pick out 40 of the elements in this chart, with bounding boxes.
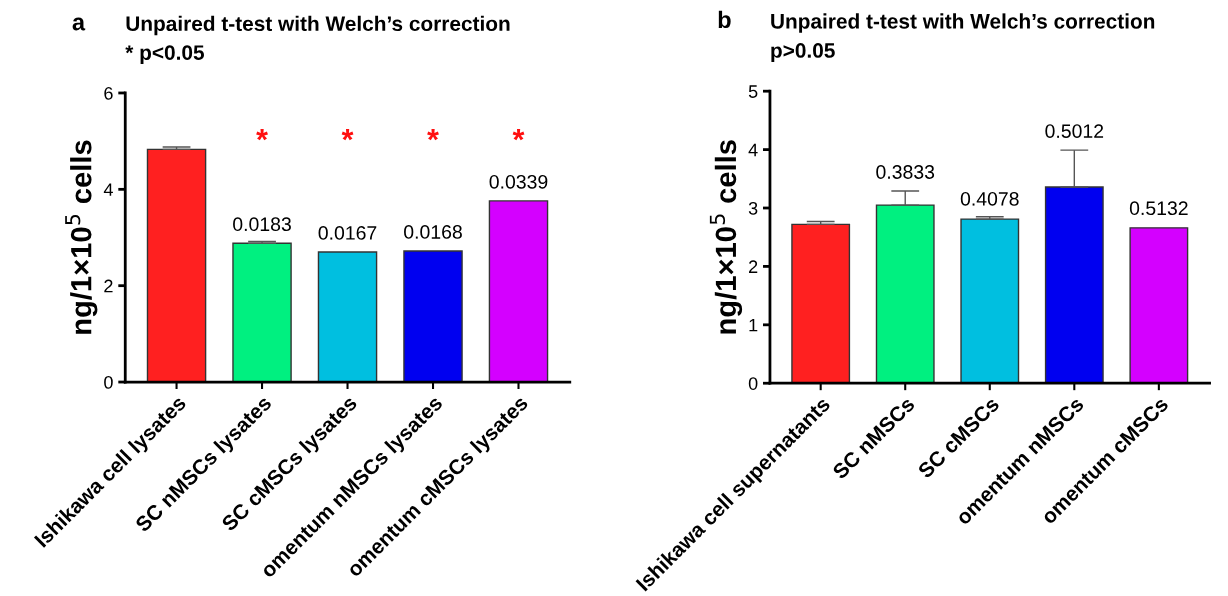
annotation: 0.0167 <box>318 226 377 240</box>
y-tick-label: 0 <box>748 377 758 390</box>
bar <box>403 250 463 383</box>
annotation: * <box>341 129 354 141</box>
text: b <box>718 10 731 29</box>
annotation: 0.4078 <box>960 191 1019 206</box>
bar <box>317 251 378 383</box>
annotation: 0.3833 <box>876 165 935 179</box>
annotation: 0.5012 <box>1045 124 1104 138</box>
y-tick-label: 2 <box>104 279 113 293</box>
annotation: 0.0339 <box>489 174 548 189</box>
annotation: * <box>512 129 525 141</box>
annotation: * <box>256 129 268 141</box>
annotation: * <box>427 129 439 141</box>
y-tick-label: 2 <box>749 260 758 273</box>
bar <box>232 242 292 383</box>
chart-title: Unpaired t-test with Welch’s correction <box>126 15 510 36</box>
y-tick-label: 6 <box>104 86 113 100</box>
y-tick-label: 0 <box>104 375 113 389</box>
annotation: 0.0183 <box>233 217 291 232</box>
y-tick-label: 1 <box>749 318 758 332</box>
chart-title: Unpaired t-test with Welch’s correction <box>771 13 1155 33</box>
bar <box>791 223 851 384</box>
bar <box>875 204 935 384</box>
chart-subtitle: * p<0.05 <box>125 45 205 65</box>
y-tick-label: 5 <box>748 85 758 98</box>
y-tick-label: 4 <box>748 143 758 157</box>
y-tick-label: 4 <box>103 183 113 196</box>
chart-subtitle: p>0.05 <box>771 43 835 62</box>
bar <box>1044 186 1104 384</box>
text: a <box>72 17 86 31</box>
bar <box>488 200 549 383</box>
annotation: 0.0168 <box>404 225 462 239</box>
bar <box>146 148 207 383</box>
bar <box>1129 227 1189 384</box>
bar <box>960 218 1020 384</box>
y-axis-title: ng/1×10$^{5}$ cells <box>709 140 743 334</box>
y-tick-label: 3 <box>748 201 758 215</box>
annotation: 0.5132 <box>1129 201 1188 216</box>
y-axis-title: ng/1×10$^{5}$ cells <box>65 140 98 334</box>
